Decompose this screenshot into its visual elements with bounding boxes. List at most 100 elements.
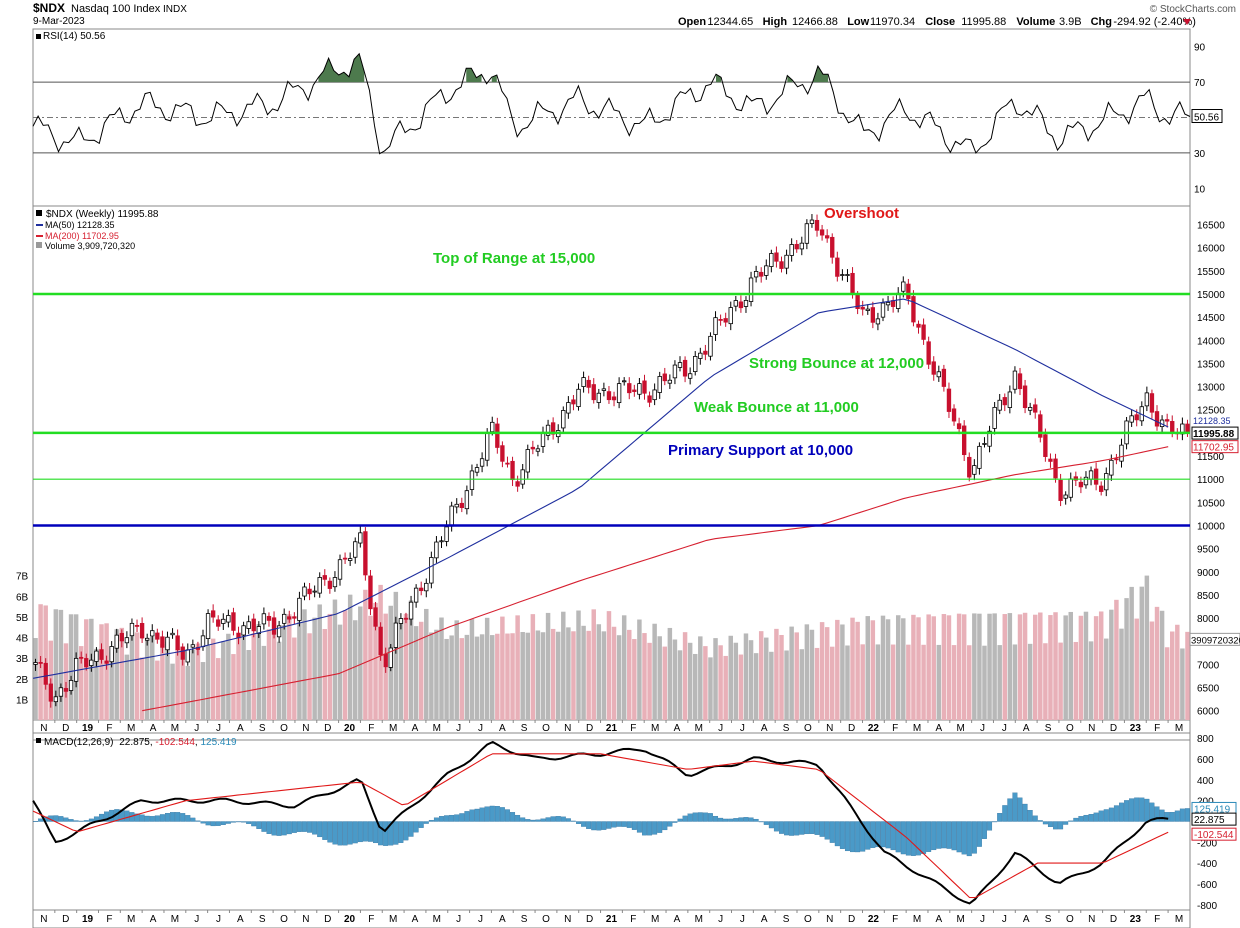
candle-body <box>150 630 155 637</box>
candle-body <box>698 352 703 359</box>
volume-bar <box>616 635 622 720</box>
candle-body <box>429 557 434 584</box>
candle-body <box>637 383 642 395</box>
x-axis-label: J <box>456 914 461 925</box>
ohlc-value: 3.9B <box>1059 16 1082 28</box>
volume-bar <box>1180 648 1185 720</box>
candle-body <box>936 371 941 378</box>
candle-body <box>931 361 936 375</box>
volume-bar <box>119 627 125 720</box>
candle-body <box>190 644 196 648</box>
macd-histogram-bar <box>931 821 937 851</box>
macd-histogram-bar <box>332 821 338 845</box>
macd-histogram-bar <box>459 813 465 822</box>
macd-legend-text: MACD(12,26,9) 22.875, -102.544, 125.419 <box>44 737 237 748</box>
ohlc-label: Close <box>925 16 955 28</box>
macd-histogram-bar <box>834 821 840 847</box>
macd-histogram-bar <box>403 821 409 841</box>
x-axis-label: S <box>783 723 790 734</box>
candle-body <box>205 613 211 639</box>
candle-body <box>490 421 495 433</box>
macd-histogram-bar <box>281 821 287 836</box>
x-axis-label: N <box>40 723 47 734</box>
candle-body <box>845 274 850 276</box>
ohlc-value: 12344.65 <box>707 16 753 28</box>
macd-histogram-bar <box>154 815 160 822</box>
x-axis-label: D <box>1110 914 1117 925</box>
x-axis-label: N <box>302 914 309 925</box>
x-axis-label: N <box>826 914 833 925</box>
macd-legend-signal: -102.544 <box>155 737 195 748</box>
volume-bar <box>144 639 150 720</box>
macd-histogram-bar <box>956 821 962 853</box>
x-axis-label: S <box>521 914 528 925</box>
x-axis-label: J <box>216 723 221 734</box>
volume-bar <box>1022 612 1028 720</box>
macd-histogram-bar <box>905 821 911 856</box>
candle-body <box>363 531 368 576</box>
volume-bar <box>469 619 475 720</box>
macd-histogram-bar <box>814 821 820 835</box>
macd-histogram-bar <box>895 821 901 853</box>
macd-histogram-bar <box>591 821 597 831</box>
macd-histogram-bar <box>981 821 987 839</box>
x-axis-label: 20 <box>344 914 356 925</box>
candle-body <box>89 659 94 666</box>
x-axis-label: M <box>913 914 921 925</box>
macd-histogram-bar <box>291 821 297 833</box>
volume-tick: 7B <box>16 572 29 583</box>
overshoot-annotation: Overshoot <box>824 205 899 222</box>
macd-histogram-bar <box>433 817 439 822</box>
x-axis-label: 21 <box>606 914 618 925</box>
candle-body <box>129 622 135 637</box>
candle-body <box>216 619 221 627</box>
volume-bar <box>33 638 38 720</box>
candle-body <box>1114 458 1119 461</box>
volume-bar <box>231 654 236 720</box>
candle-body <box>459 502 464 509</box>
candle-body <box>1043 434 1048 457</box>
volume-bar <box>581 625 586 720</box>
macd-histogram-bar <box>88 818 94 822</box>
candle-body <box>1017 373 1023 390</box>
candle-body <box>764 265 769 276</box>
volume-bar <box>464 634 470 720</box>
price-legend: $NDX (Weekly) 11995.88 MA(50) 12128.35 M… <box>36 209 159 251</box>
rsi-legend: RSI(14) 50.56 <box>36 31 106 42</box>
macd-legend-swatch <box>36 738 41 743</box>
candle-body <box>378 626 383 656</box>
price-tick: 6500 <box>1197 684 1220 695</box>
macd-tick: 600 <box>1197 755 1214 766</box>
price-tick: 11500 <box>1197 452 1225 463</box>
macd-histogram-bar <box>581 821 587 827</box>
price-tick: 11000 <box>1197 475 1225 486</box>
volume-bar <box>931 616 936 720</box>
volume-bar <box>936 644 942 720</box>
volume-bar <box>972 613 977 720</box>
macd-histogram-bar <box>707 813 713 822</box>
candle-body <box>982 443 987 445</box>
candle-body <box>180 646 185 660</box>
macd-histogram-bar <box>444 815 450 822</box>
volume-bar <box>373 602 378 720</box>
candle-body <box>779 261 784 269</box>
volume-tick: 6B <box>16 592 29 603</box>
volume-bar <box>794 632 799 720</box>
candle-body <box>525 449 530 473</box>
macd-histogram-bar <box>718 817 724 822</box>
volume-bar <box>393 591 399 720</box>
candle-body <box>581 377 586 387</box>
x-axis-label: 20 <box>344 723 356 734</box>
macd-histogram-bar <box>1007 798 1013 822</box>
x-axis-label: J <box>456 723 461 734</box>
macd-histogram-bar <box>215 821 221 826</box>
volume-bar <box>1154 606 1160 720</box>
macd-histogram-bar <box>236 821 242 823</box>
volume-bar <box>408 600 414 720</box>
x-axis-label: N <box>1088 723 1095 734</box>
macd-histogram-bar <box>454 814 460 822</box>
volume-bar <box>774 628 779 720</box>
x-axis-label: J <box>740 723 745 734</box>
candle-body <box>510 460 515 481</box>
volume-bar <box>276 641 282 720</box>
